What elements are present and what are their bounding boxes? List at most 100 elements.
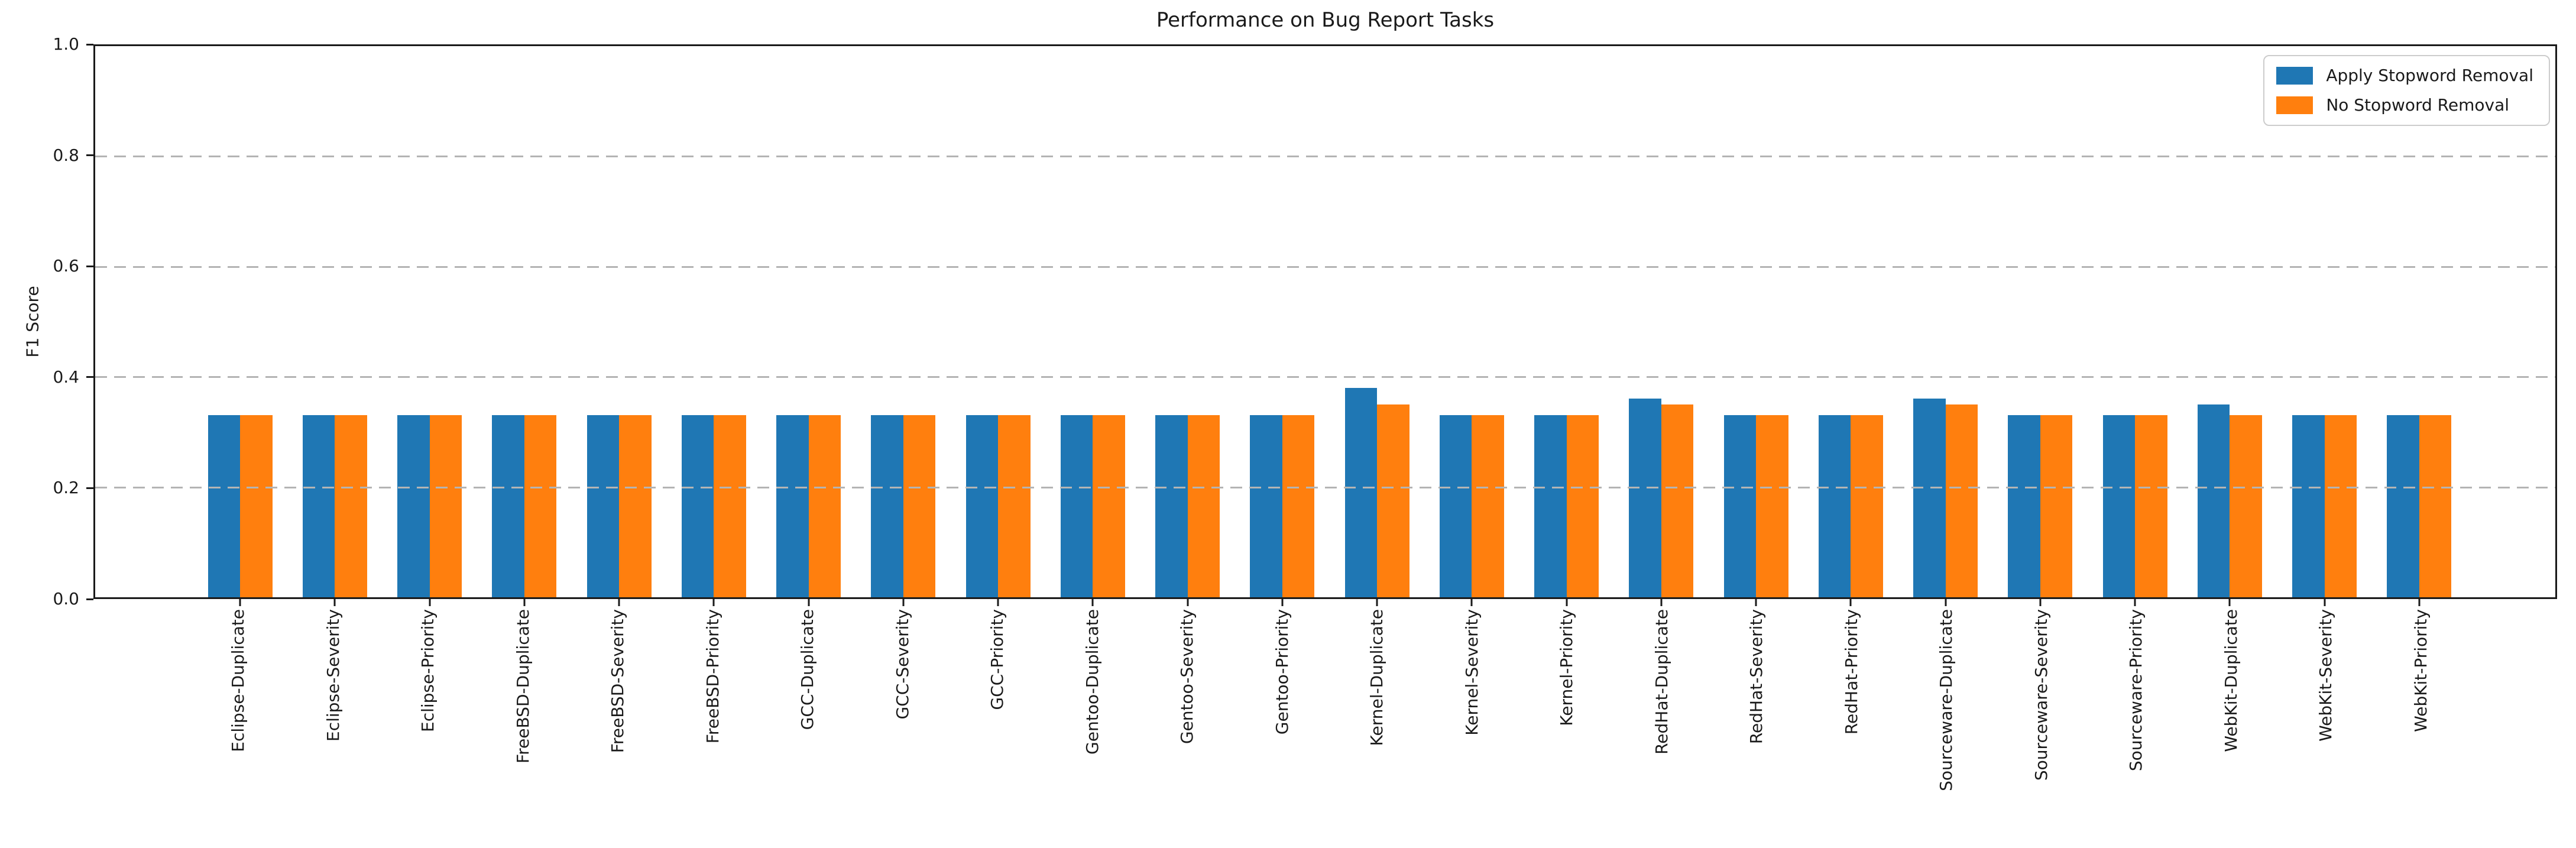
- x-tick-label-cell: FreeBSD-Duplicate: [476, 609, 571, 791]
- y-tick-mark: [86, 598, 93, 600]
- y-tick-mark: [86, 265, 93, 267]
- bar-no-stopword: [619, 415, 652, 597]
- bar-group: [1045, 46, 1140, 606]
- bar-apply-stopword: [1723, 415, 1757, 597]
- plot-area: [93, 44, 2557, 606]
- bar-apply-stopword: [1629, 399, 1661, 597]
- x-tick-label-cell: Gentoo-Severity: [1140, 609, 1235, 791]
- x-tick-label-cell: WebKit-Severity: [2279, 609, 2374, 791]
- bar-no-stopword: [2040, 415, 2073, 597]
- x-tick-label: Sourceware-Priority: [2126, 609, 2146, 772]
- bar-group: [2088, 46, 2182, 606]
- bar-apply-stopword: [681, 415, 714, 597]
- x-tick-mark: [239, 599, 241, 606]
- x-tick-label-cell: GCC-Duplicate: [760, 609, 856, 791]
- bar-group: [2372, 46, 2467, 606]
- x-tick-mark: [333, 599, 336, 606]
- bar-apply-stopword: [2008, 415, 2040, 597]
- y-tick-mark: [86, 43, 93, 46]
- legend-swatch: [2276, 96, 2313, 114]
- bar-apply-stopword: [2197, 404, 2230, 597]
- x-tick-label: Sourceware-Severity: [2031, 609, 2051, 781]
- x-tick-mark: [902, 599, 905, 606]
- bar-no-stopword: [1377, 404, 1409, 597]
- x-tick-mark: [1187, 599, 1189, 606]
- y-tick-label: 0.2: [53, 478, 79, 498]
- bar-apply-stopword: [1155, 415, 1188, 597]
- y-tick-label: 0.8: [53, 145, 79, 165]
- bar-group: [193, 46, 287, 606]
- bar-group: [762, 46, 856, 606]
- x-tick-label-cell: Gentoo-Duplicate: [1045, 609, 1140, 791]
- x-tick-label: RedHat-Severity: [1747, 609, 1767, 745]
- x-tick-label: Gentoo-Duplicate: [1082, 609, 1102, 755]
- x-tick-label: Kernel-Severity: [1462, 609, 1482, 736]
- y-tick-label: 0.0: [53, 589, 79, 609]
- x-tick-label-cell: GCC-Priority: [950, 609, 1045, 791]
- x-tick-label: Kernel-Priority: [1557, 609, 1577, 726]
- x-tick-mark: [1091, 599, 1094, 606]
- x-tick-mark: [2039, 599, 2042, 606]
- bar-group: [287, 46, 382, 606]
- bar-no-stopword: [1093, 415, 1125, 597]
- bar-no-stopword: [1756, 415, 1788, 597]
- x-tick-mark: [1755, 599, 1757, 606]
- bars-row: [193, 46, 2467, 606]
- bar-no-stopword: [808, 415, 841, 597]
- x-tick-label: Eclipse-Duplicate: [228, 609, 248, 752]
- bar-no-stopword: [524, 415, 557, 597]
- bar-no-stopword: [1851, 415, 1883, 597]
- bar-apply-stopword: [1344, 387, 1378, 597]
- bar-no-stopword: [1945, 404, 1978, 597]
- y-tick-mark: [86, 487, 93, 489]
- x-tick-label: RedHat-Priority: [1841, 609, 1861, 735]
- x-tick-label: WebKit-Duplicate: [2221, 609, 2241, 752]
- x-tick-label: FreeBSD-Priority: [702, 609, 722, 744]
- bar-group: [1709, 46, 1803, 606]
- bar-no-stopword: [2419, 415, 2452, 597]
- x-tick-label-cell: Kernel-Duplicate: [1330, 609, 1425, 791]
- bar-group: [1614, 46, 1709, 606]
- legend-item: No Stopword Removal: [2276, 95, 2533, 115]
- legend-label: No Stopword Removal: [2326, 95, 2510, 115]
- x-tick-label: GCC-Priority: [987, 609, 1007, 710]
- legend-item: Apply Stopword Removal: [2276, 66, 2533, 86]
- x-tick-label: Kernel-Duplicate: [1367, 609, 1387, 746]
- bar-apply-stopword: [1060, 415, 1093, 597]
- bar-group: [1519, 46, 1614, 606]
- x-tick-label-cell: FreeBSD-Severity: [571, 609, 666, 791]
- legend-label: Apply Stopword Removal: [2326, 66, 2533, 85]
- x-tick-label: Eclipse-Severity: [323, 609, 343, 742]
- bar-group: [856, 46, 951, 606]
- x-tick-mark: [429, 599, 431, 606]
- x-tick-label-cell: RedHat-Duplicate: [1615, 609, 1710, 791]
- x-tick-mark: [618, 599, 620, 606]
- x-tick-label: GCC-Duplicate: [798, 609, 818, 730]
- bar-apply-stopword: [397, 415, 430, 597]
- x-tick-mark: [712, 599, 715, 606]
- bar-no-stopword: [429, 415, 462, 597]
- x-tick-label-cell: Kernel-Priority: [1519, 609, 1615, 791]
- bar-group: [1140, 46, 1235, 606]
- bar-group: [572, 46, 666, 606]
- x-tick-mark: [1660, 599, 1663, 606]
- x-tick-label-cell: Eclipse-Severity: [286, 609, 381, 791]
- x-tick-mark: [523, 599, 526, 606]
- bar-no-stopword: [2230, 415, 2262, 597]
- x-tick-label-cell: RedHat-Severity: [1709, 609, 1804, 791]
- x-tick-label: Sourceware-Duplicate: [1936, 609, 1956, 791]
- bar-apply-stopword: [2387, 415, 2419, 597]
- bar-no-stopword: [1566, 415, 1599, 597]
- bar-group: [1898, 46, 1993, 606]
- bar-apply-stopword: [1913, 399, 1946, 597]
- y-tick-mark: [86, 154, 93, 157]
- bar-apply-stopword: [871, 415, 903, 597]
- bar-group: [1993, 46, 2088, 606]
- x-tick-mark: [997, 599, 999, 606]
- bar-apply-stopword: [965, 415, 999, 597]
- bar-apply-stopword: [587, 415, 620, 597]
- x-tick-label-cell: WebKit-Priority: [2374, 609, 2469, 791]
- x-tick-label: Gentoo-Severity: [1177, 609, 1197, 745]
- x-tick-label-cell: WebKit-Duplicate: [2184, 609, 2279, 791]
